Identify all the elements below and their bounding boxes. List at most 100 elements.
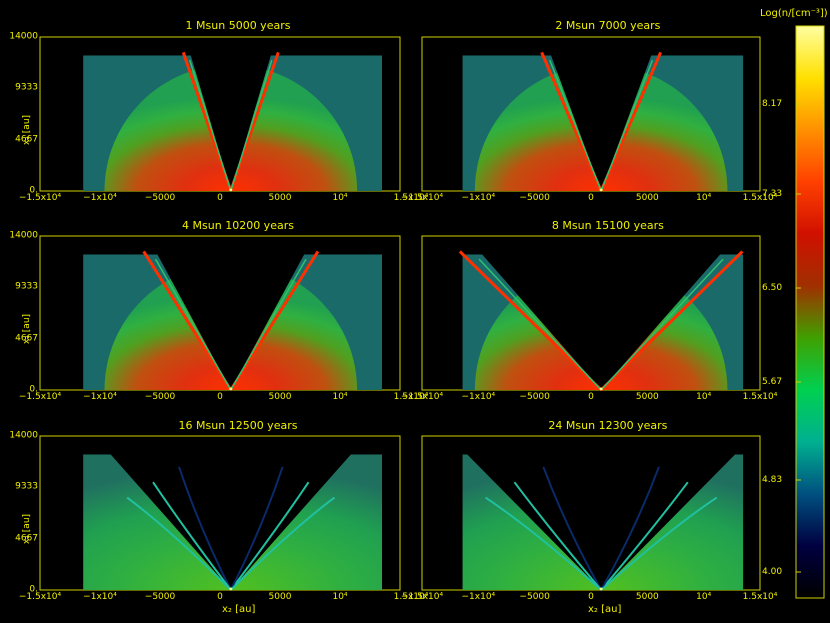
protostar [229, 188, 233, 192]
y-axis-label: x₁ [au] [22, 313, 32, 344]
x-tick-label: 5000 [635, 592, 659, 602]
outflow-filament [600, 496, 718, 591]
y-tick-label: 4667 [15, 333, 38, 344]
panel-5 [39, 435, 401, 591]
outflow-filament [126, 496, 232, 591]
x-tick-label: 1.5x10⁴ [742, 193, 778, 203]
outflow-cavity [187, 44, 274, 192]
outflow-cavity [151, 243, 310, 390]
cavity-wall-left [540, 51, 603, 192]
y-tick-label: 14000 [9, 31, 38, 42]
y-axis-label: x₁ [au] [22, 513, 32, 544]
x-tick-label: 5000 [268, 592, 292, 602]
x-axis-label: x₂ [au] [588, 604, 622, 615]
panel-title: 8 Msun 15100 years [551, 219, 664, 232]
x-tick-label: 5000 [635, 392, 659, 402]
x-tick-label: −1.5x10⁴ [400, 392, 444, 402]
panel-title: 1 Msun 5000 years [185, 19, 291, 32]
x-tick-label: −1x10⁴ [461, 392, 496, 402]
y-tick-label: 9333 [15, 281, 38, 292]
x-tick-label: 5000 [635, 193, 659, 203]
colorbar-tick-label: 5.67 [762, 377, 783, 387]
x-tick-label: 10⁴ [332, 592, 348, 602]
outflow-cavity [456, 443, 746, 590]
colorbar-tick-label: 4.00 [762, 567, 783, 577]
y-tick-label: 4667 [15, 533, 38, 544]
outflow-filament [229, 466, 284, 591]
x-tick-label: 10⁴ [696, 592, 712, 602]
cavity-edge-right [230, 59, 273, 192]
x-tick-label: −1.5x10⁴ [400, 193, 444, 203]
cavity-edge-left [478, 258, 602, 391]
outflow-filament [230, 496, 336, 591]
x-tick-label: −1.5x10⁴ [400, 592, 444, 602]
x-tick-label: −5000 [144, 193, 176, 203]
outflow-filament [484, 496, 602, 591]
x-tick-label: −5000 [519, 392, 550, 402]
colorbar [795, 25, 825, 599]
cavity-wall-left [458, 250, 603, 392]
outflow-cavity [472, 243, 730, 390]
y-tick-label: 9333 [15, 481, 38, 492]
x-tick-label: −5000 [519, 592, 550, 602]
x-tick-label: 5000 [268, 392, 292, 402]
x-tick-label: 0 [588, 592, 594, 602]
colorbar-title: Log(n/[cm⁻³]) [760, 8, 828, 19]
y-tick-label: 0. [29, 584, 38, 595]
x-tick-label: 1.5x10⁴ [742, 592, 778, 602]
x-tick-label: 10⁴ [332, 193, 348, 203]
outflow-filament [230, 481, 310, 591]
x-tick-label: −1.5x10⁴ [18, 193, 62, 203]
x-tick-label: 10⁴ [332, 392, 348, 402]
x-tick-label: 10⁴ [696, 392, 712, 402]
y-tick-label: 9333 [15, 82, 38, 93]
y-tick-label: 14000 [9, 230, 38, 241]
colorbar-tick-label: 4.83 [762, 475, 783, 485]
x-tick-label: 0 [588, 392, 594, 402]
cavity-edge-left [549, 59, 602, 192]
colorbar-tick-label: 7.33 [762, 189, 783, 199]
outflow-filament [542, 466, 603, 591]
x-tick-label: 5000 [268, 193, 292, 203]
x-tick-label: −1.5x10⁴ [18, 392, 62, 402]
panel-title: 2 Msun 7000 years [555, 19, 661, 32]
x-tick-label: −1x10⁴ [461, 592, 496, 602]
x-tick-label: 0 [217, 592, 223, 602]
outflow-filament [152, 481, 232, 591]
x-tick-label: −1.5x10⁴ [18, 592, 62, 602]
panel-6 [421, 435, 761, 591]
cavity-wall-left [142, 250, 233, 391]
protostar [229, 587, 233, 591]
y-tick-label: 14000 [9, 430, 38, 441]
cavity-wall-right [229, 250, 320, 391]
cavity-edge-left [189, 59, 232, 192]
cavity-edge-right [230, 258, 307, 391]
x-tick-label: 1.5x10⁴ [393, 392, 429, 402]
panel-title: 4 Msun 10200 years [182, 219, 294, 232]
x-tick-label: −1x10⁴ [461, 193, 496, 203]
panel-3 [39, 235, 401, 391]
outflow-filament [600, 466, 660, 591]
protostar [599, 188, 603, 192]
y-tick-label: 0. [29, 185, 38, 196]
panel-4 [421, 235, 761, 392]
x-tick-label: −5000 [144, 592, 176, 602]
x-tick-label: 10⁴ [696, 193, 712, 203]
protostar [599, 387, 603, 391]
colorbar-tick-label: 8.17 [762, 99, 783, 109]
x-tick-label: 1.5x10⁴ [742, 392, 778, 402]
cavity-edge-left [154, 258, 232, 391]
y-axis-label: x₁ [au] [22, 114, 32, 145]
cavity-wall-right [600, 250, 744, 392]
x-axis-label: x₂ [au] [222, 604, 256, 615]
outflow-filament [513, 481, 602, 591]
cavity-wall-right [599, 51, 663, 192]
x-tick-label: −1x10⁴ [83, 592, 117, 602]
x-tick-label: −5000 [144, 392, 176, 402]
panel-title: 24 Msun 12300 years [548, 419, 668, 432]
x-tick-label: 0 [217, 193, 223, 203]
x-tick-label: −5000 [519, 193, 550, 203]
x-tick-label: −1x10⁴ [83, 193, 117, 203]
y-tick-label: 4667 [15, 134, 38, 145]
